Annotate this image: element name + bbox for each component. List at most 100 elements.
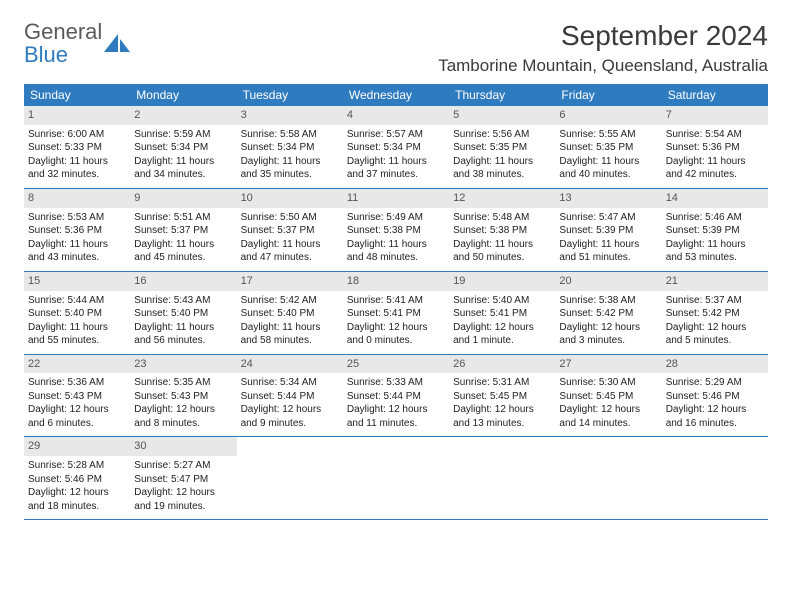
daylight-text: Daylight: 11 hours and 43 minutes. bbox=[28, 238, 126, 265]
weekday-header: Wednesday bbox=[343, 84, 449, 106]
location-label: Tamborine Mountain, Queensland, Australi… bbox=[438, 56, 768, 76]
day-number: 17 bbox=[237, 272, 343, 291]
day-number: 27 bbox=[555, 355, 661, 374]
day-cell: 15Sunrise: 5:44 AMSunset: 5:40 PMDayligh… bbox=[24, 272, 130, 354]
day-number: 6 bbox=[555, 106, 661, 125]
calendar-page: General Blue September 2024 Tamborine Mo… bbox=[0, 0, 792, 540]
sunset-text: Sunset: 5:37 PM bbox=[134, 224, 232, 238]
sunrise-text: Sunrise: 5:49 AM bbox=[347, 211, 445, 225]
daylight-text: Daylight: 11 hours and 40 minutes. bbox=[559, 155, 657, 182]
logo: General Blue bbox=[24, 20, 132, 66]
weekday-header: Friday bbox=[555, 84, 661, 106]
day-cell: 18Sunrise: 5:41 AMSunset: 5:41 PMDayligh… bbox=[343, 272, 449, 354]
day-cell: 13Sunrise: 5:47 AMSunset: 5:39 PMDayligh… bbox=[555, 189, 661, 271]
day-cell: 12Sunrise: 5:48 AMSunset: 5:38 PMDayligh… bbox=[449, 189, 555, 271]
sunrise-text: Sunrise: 5:50 AM bbox=[241, 211, 339, 225]
page-header: General Blue September 2024 Tamborine Mo… bbox=[24, 20, 768, 76]
day-cell: 19Sunrise: 5:40 AMSunset: 5:41 PMDayligh… bbox=[449, 272, 555, 354]
day-cell: 8Sunrise: 5:53 AMSunset: 5:36 PMDaylight… bbox=[24, 189, 130, 271]
day-number: 21 bbox=[662, 272, 768, 291]
sunset-text: Sunset: 5:43 PM bbox=[28, 390, 126, 404]
daylight-text: Daylight: 12 hours and 9 minutes. bbox=[241, 403, 339, 430]
sunrise-text: Sunrise: 5:57 AM bbox=[347, 128, 445, 142]
sunset-text: Sunset: 5:38 PM bbox=[347, 224, 445, 238]
daylight-text: Daylight: 11 hours and 47 minutes. bbox=[241, 238, 339, 265]
sunset-text: Sunset: 5:45 PM bbox=[453, 390, 551, 404]
sunrise-text: Sunrise: 5:54 AM bbox=[666, 128, 764, 142]
sunrise-text: Sunrise: 5:30 AM bbox=[559, 376, 657, 390]
sunrise-text: Sunrise: 5:33 AM bbox=[347, 376, 445, 390]
week-row: 8Sunrise: 5:53 AMSunset: 5:36 PMDaylight… bbox=[24, 189, 768, 272]
day-cell: 21Sunrise: 5:37 AMSunset: 5:42 PMDayligh… bbox=[662, 272, 768, 354]
day-number bbox=[343, 437, 449, 456]
day-cell: 4Sunrise: 5:57 AMSunset: 5:34 PMDaylight… bbox=[343, 106, 449, 188]
day-cell bbox=[662, 437, 768, 519]
day-cell: 20Sunrise: 5:38 AMSunset: 5:42 PMDayligh… bbox=[555, 272, 661, 354]
sunrise-text: Sunrise: 5:35 AM bbox=[134, 376, 232, 390]
day-cell: 17Sunrise: 5:42 AMSunset: 5:40 PMDayligh… bbox=[237, 272, 343, 354]
day-number: 13 bbox=[555, 189, 661, 208]
sunset-text: Sunset: 5:44 PM bbox=[347, 390, 445, 404]
day-number: 10 bbox=[237, 189, 343, 208]
sunrise-text: Sunrise: 5:48 AM bbox=[453, 211, 551, 225]
sunrise-text: Sunrise: 5:38 AM bbox=[559, 294, 657, 308]
sunrise-text: Sunrise: 5:36 AM bbox=[28, 376, 126, 390]
daylight-text: Daylight: 11 hours and 38 minutes. bbox=[453, 155, 551, 182]
day-cell: 28Sunrise: 5:29 AMSunset: 5:46 PMDayligh… bbox=[662, 355, 768, 437]
sunset-text: Sunset: 5:43 PM bbox=[134, 390, 232, 404]
sunrise-text: Sunrise: 6:00 AM bbox=[28, 128, 126, 142]
daylight-text: Daylight: 11 hours and 50 minutes. bbox=[453, 238, 551, 265]
daylight-text: Daylight: 11 hours and 34 minutes. bbox=[134, 155, 232, 182]
day-cell: 9Sunrise: 5:51 AMSunset: 5:37 PMDaylight… bbox=[130, 189, 236, 271]
day-number: 22 bbox=[24, 355, 130, 374]
logo-line1: General bbox=[24, 20, 102, 43]
daylight-text: Daylight: 11 hours and 56 minutes. bbox=[134, 321, 232, 348]
sunset-text: Sunset: 5:45 PM bbox=[559, 390, 657, 404]
sunrise-text: Sunrise: 5:56 AM bbox=[453, 128, 551, 142]
daylight-text: Daylight: 12 hours and 8 minutes. bbox=[134, 403, 232, 430]
sunset-text: Sunset: 5:41 PM bbox=[347, 307, 445, 321]
daylight-text: Daylight: 11 hours and 35 minutes. bbox=[241, 155, 339, 182]
sunset-text: Sunset: 5:40 PM bbox=[28, 307, 126, 321]
day-cell: 2Sunrise: 5:59 AMSunset: 5:34 PMDaylight… bbox=[130, 106, 236, 188]
sunrise-text: Sunrise: 5:53 AM bbox=[28, 211, 126, 225]
daylight-text: Daylight: 11 hours and 45 minutes. bbox=[134, 238, 232, 265]
weeks-container: 1Sunrise: 6:00 AMSunset: 5:33 PMDaylight… bbox=[24, 106, 768, 520]
day-cell bbox=[555, 437, 661, 519]
daylight-text: Daylight: 12 hours and 18 minutes. bbox=[28, 486, 126, 513]
day-cell: 27Sunrise: 5:30 AMSunset: 5:45 PMDayligh… bbox=[555, 355, 661, 437]
month-title: September 2024 bbox=[438, 20, 768, 52]
sunrise-text: Sunrise: 5:40 AM bbox=[453, 294, 551, 308]
sunrise-text: Sunrise: 5:42 AM bbox=[241, 294, 339, 308]
day-cell bbox=[449, 437, 555, 519]
day-number: 3 bbox=[237, 106, 343, 125]
sunset-text: Sunset: 5:34 PM bbox=[134, 141, 232, 155]
weekday-header: Tuesday bbox=[237, 84, 343, 106]
day-number: 28 bbox=[662, 355, 768, 374]
day-number: 2 bbox=[130, 106, 236, 125]
sunset-text: Sunset: 5:46 PM bbox=[666, 390, 764, 404]
day-cell: 5 Sunrise: 5:56 AMSunset: 5:35 PMDaylight… bbox=[449, 106, 555, 188]
day-number: 1 bbox=[24, 106, 130, 125]
daylight-text: Daylight: 11 hours and 55 minutes. bbox=[28, 321, 126, 348]
sunset-text: Sunset: 5:47 PM bbox=[134, 473, 232, 487]
day-number: 23 bbox=[130, 355, 236, 374]
day-cell: 3Sunrise: 5:58 AMSunset: 5:34 PMDaylight… bbox=[237, 106, 343, 188]
day-number: 29 bbox=[24, 437, 130, 456]
day-number: 25 bbox=[343, 355, 449, 374]
sunrise-text: Sunrise: 5:37 AM bbox=[666, 294, 764, 308]
day-number: 5 bbox=[449, 106, 555, 125]
day-number: 7 bbox=[662, 106, 768, 125]
day-number bbox=[662, 437, 768, 456]
day-cell: 29Sunrise: 5:28 AMSunset: 5:46 PMDayligh… bbox=[24, 437, 130, 519]
sunrise-text: Sunrise: 5:47 AM bbox=[559, 211, 657, 225]
logo-line2: Blue bbox=[24, 43, 102, 66]
daylight-text: Daylight: 12 hours and 5 minutes. bbox=[666, 321, 764, 348]
daylight-text: Daylight: 11 hours and 51 minutes. bbox=[559, 238, 657, 265]
sunset-text: Sunset: 5:34 PM bbox=[241, 141, 339, 155]
title-block: September 2024 Tamborine Mountain, Queen… bbox=[438, 20, 768, 76]
daylight-text: Daylight: 12 hours and 1 minute. bbox=[453, 321, 551, 348]
day-number: 16 bbox=[130, 272, 236, 291]
sunset-text: Sunset: 5:35 PM bbox=[453, 141, 551, 155]
day-cell: 10Sunrise: 5:50 AMSunset: 5:37 PMDayligh… bbox=[237, 189, 343, 271]
